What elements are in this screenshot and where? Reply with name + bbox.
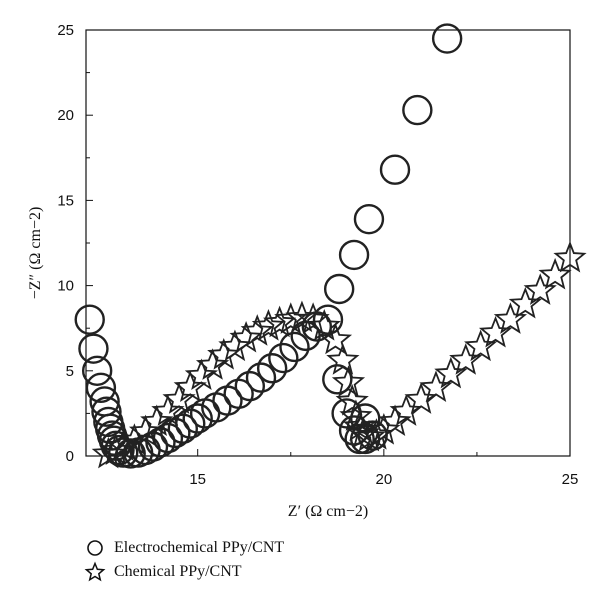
data-point-chemical [389, 394, 423, 426]
data-marks [74, 23, 587, 469]
x-tick-label: 15 [189, 471, 206, 488]
axis-titles: Z′ (Ω cm−2) −Z″ (Ω cm−2) [27, 207, 368, 520]
data-point-electrochemical [338, 239, 370, 271]
data-point-electrochemical [167, 413, 199, 444]
data-point-electrochemical [338, 415, 370, 446]
legend-item-chemical: Chemical PPy/CNT [84, 560, 284, 584]
nyquist-plot: 15 20 25 0 5 10 15 20 25 Z′ (Ω cm−2) −Z″ (Ω cm−2) [27, 22, 587, 520]
data-point-electrochemical [245, 362, 277, 393]
data-point-chemical [173, 370, 207, 402]
data-point-chemical [538, 257, 572, 290]
data-point-chemical [378, 404, 412, 437]
plot-frame [85, 29, 571, 457]
data-point-chemical [262, 305, 297, 338]
data-point-electrochemical [256, 353, 288, 384]
data-point-chemical [335, 384, 369, 416]
data-point-chemical [218, 329, 252, 362]
data-point-electrochemical [74, 304, 105, 335]
data-point-electrochemical [145, 427, 176, 458]
y-tick-label: 5 [66, 363, 74, 380]
data-point-chemical [195, 348, 230, 380]
data-point-electrochemical [175, 408, 206, 439]
data-point-electrochemical [100, 430, 131, 461]
y-tick-label: 15 [57, 192, 74, 209]
y-tick-label: 0 [66, 448, 74, 465]
data-point-electrochemical [353, 203, 385, 235]
data-point-chemical [508, 286, 542, 319]
data-point-chemical [404, 382, 438, 414]
data-point-electrochemical [91, 396, 122, 427]
data-point-chemical [207, 337, 241, 370]
data-point-electrochemical [323, 273, 355, 305]
data-point-electrochemical [78, 333, 109, 364]
data-point-electrochemical [85, 372, 117, 404]
circle-marker-icon [87, 540, 103, 556]
data-point-chemical [493, 302, 528, 334]
y-tick-label: 10 [57, 278, 74, 295]
legend-label-electrochemical: Electrochemical PPy/CNT [114, 539, 285, 556]
data-point-electrochemical [268, 342, 299, 374]
data-point-electrochemical [322, 364, 353, 395]
data-point-electrochemical [312, 304, 344, 335]
y-tick-label: 25 [57, 22, 74, 39]
data-point-chemical [318, 322, 353, 355]
data-point-chemical [128, 414, 163, 447]
data-point-chemical [229, 320, 263, 353]
data-point-chemical [419, 370, 453, 402]
data-point-chemical [553, 240, 587, 273]
y-axis-title: −Z″ (Ω cm−2) [27, 207, 44, 300]
data-point-electrochemical [279, 331, 310, 363]
legend: Electrochemical PPy/CNT Chemical PPy/CNT [84, 536, 284, 584]
data-point-electrochemical [81, 355, 113, 386]
data-point-electrochemical [234, 370, 266, 402]
data-point-electrochemical [137, 431, 169, 462]
x-tick-label: 25 [562, 471, 579, 488]
x-tick-label: 20 [376, 471, 393, 488]
data-point-electrochemical [402, 94, 433, 126]
data-point-chemical [251, 309, 286, 341]
data-point-electrochemical [431, 23, 463, 54]
y-tick-label: 20 [57, 107, 74, 124]
data-point-electrochemical [160, 417, 191, 449]
data-point-electrochemical [331, 398, 362, 429]
data-point-chemical [240, 314, 274, 346]
data-point-electrochemical [350, 403, 381, 434]
data-point-chemical [367, 412, 401, 445]
data-point-chemical [184, 358, 219, 391]
data-point-electrochemical [104, 434, 135, 466]
data-point-electrochemical [379, 154, 411, 185]
plot-border [85, 29, 571, 457]
star-marker-icon [84, 561, 106, 582]
data-point-chemical [523, 273, 557, 305]
legend-label-chemical: Chemical PPy/CNT [114, 563, 242, 580]
data-point-electrochemical [290, 320, 321, 352]
data-point-electrochemical [182, 403, 213, 434]
axis-ticks: 15 20 25 0 5 10 15 20 25 [57, 22, 578, 488]
data-point-electrochemical [152, 422, 184, 454]
data-point-electrochemical [357, 420, 388, 451]
x-axis-title: Z′ (Ω cm−2) [288, 503, 368, 520]
legend-item-electrochemical: Electrochemical PPy/CNT [84, 536, 284, 560]
